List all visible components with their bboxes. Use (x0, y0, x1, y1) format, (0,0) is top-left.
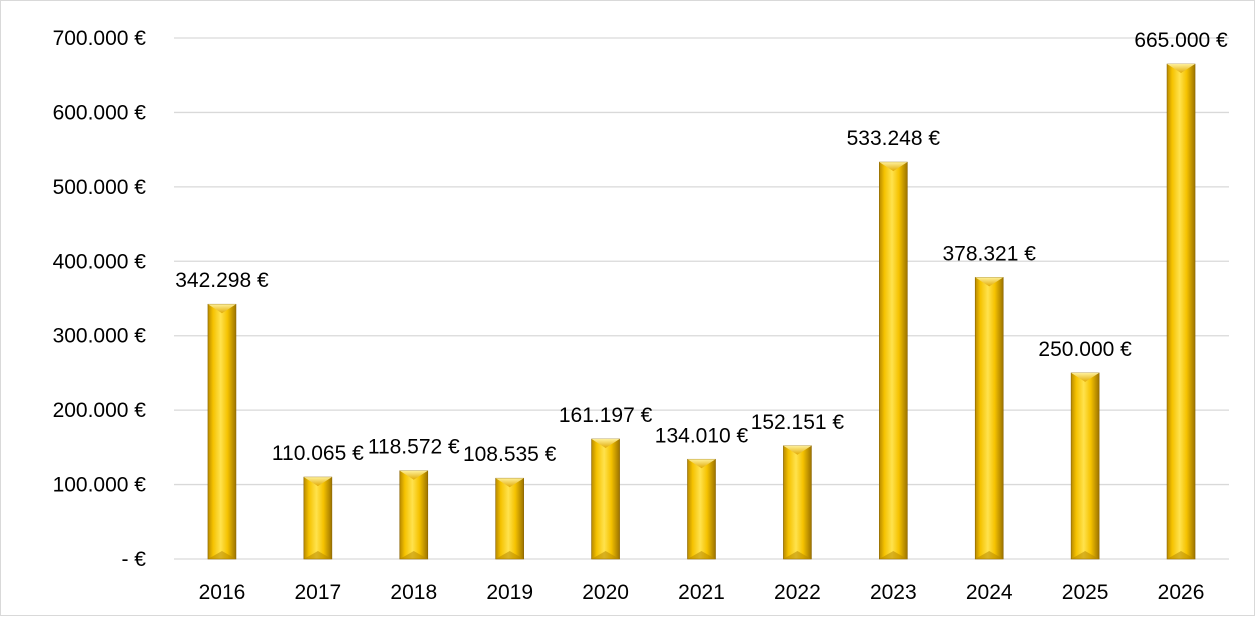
bar (687, 458, 716, 560)
bar-base (591, 551, 620, 559)
bar (783, 445, 812, 560)
data-label: 378.321 € (943, 242, 1037, 265)
data-label: 110.065 € (272, 442, 364, 465)
bar-base (1167, 551, 1196, 559)
x-tick-label: 2023 (870, 581, 917, 604)
bar-cap (495, 478, 524, 488)
bar-body (783, 445, 812, 560)
bar (1166, 63, 1196, 560)
data-label: 533.248 € (847, 127, 941, 150)
y-tick-label: 400.000 € (53, 250, 147, 273)
bar-cap (303, 477, 332, 487)
y-tick-label: 300.000 € (53, 325, 147, 348)
bar (207, 303, 237, 560)
bar-body (974, 277, 1004, 560)
data-label: 152.151 € (751, 411, 845, 434)
data-label: 118.572 € (368, 436, 460, 459)
bar-base (687, 551, 716, 559)
bar-cap (1167, 64, 1196, 74)
bar-base (303, 551, 332, 559)
x-tick-label: 2024 (966, 581, 1013, 604)
bar (1070, 372, 1100, 560)
bar (974, 277, 1004, 560)
bar-body (399, 470, 429, 560)
bar (495, 477, 524, 560)
bar (399, 470, 429, 560)
y-tick-label: - € (121, 548, 146, 571)
bar-base (879, 551, 908, 559)
bar-cap (1071, 372, 1100, 382)
bar-body (879, 161, 908, 560)
x-tick-label: 2025 (1062, 581, 1109, 604)
bars (207, 63, 1196, 560)
bar (591, 438, 620, 560)
bar-base (975, 551, 1004, 559)
bar-base (1071, 551, 1100, 559)
bar-body (1070, 372, 1100, 560)
x-tick-label: 2016 (199, 581, 246, 604)
bar-base (399, 551, 428, 559)
x-tick-label: 2018 (390, 581, 437, 604)
gridlines (174, 37, 1229, 560)
data-label: 665.000 € (1134, 29, 1228, 52)
x-axis-ticks: 2016 2017 2018 2019 2020 2021 2022 2023 2024 2025… (199, 581, 1205, 604)
bar-cap (207, 304, 236, 314)
bar-body (495, 477, 524, 560)
x-tick-label: 2020 (582, 581, 629, 604)
data-label: 108.535 € (463, 443, 557, 466)
bar-cap (975, 277, 1004, 287)
bar-base (207, 551, 236, 559)
y-tick-label: 200.000 € (53, 399, 147, 422)
data-labels: 342.298 € 110.065 €118.572 €108.535 €161.… (175, 29, 1228, 466)
bar (879, 161, 908, 560)
y-tick-label: 700.000 € (53, 27, 147, 50)
bar-body (207, 303, 237, 560)
bar-cap (687, 459, 716, 469)
x-tick-label: 2022 (774, 581, 821, 604)
x-tick-label: 2019 (486, 581, 533, 604)
bar-body (591, 438, 620, 560)
bar-base (783, 551, 812, 559)
data-label: 250.000 € (1038, 338, 1132, 361)
bar-cap (399, 470, 428, 480)
y-tick-label: 100.000 € (53, 474, 147, 497)
y-tick-label: 600.000 € (53, 101, 147, 124)
bar (303, 476, 333, 560)
bar-cap (879, 162, 908, 172)
bar-cap (783, 445, 812, 455)
data-label: 342.298 € (175, 269, 269, 292)
y-axis-ticks: - € 100.000 € 200.000 € 300.000 € 400.000 € 5… (53, 27, 147, 571)
bar-body (1166, 63, 1196, 560)
bar-body (687, 458, 716, 560)
x-tick-label: 2021 (678, 581, 725, 604)
bar-cap (591, 439, 620, 449)
y-tick-label: 500.000 € (53, 176, 147, 199)
x-tick-label: 2026 (1158, 581, 1205, 604)
bar-base (495, 551, 524, 559)
data-label: 161.197 € (559, 404, 653, 427)
bar-body (303, 476, 333, 560)
data-label: 134.010 € (655, 424, 749, 447)
x-tick-label: 2017 (295, 581, 342, 604)
